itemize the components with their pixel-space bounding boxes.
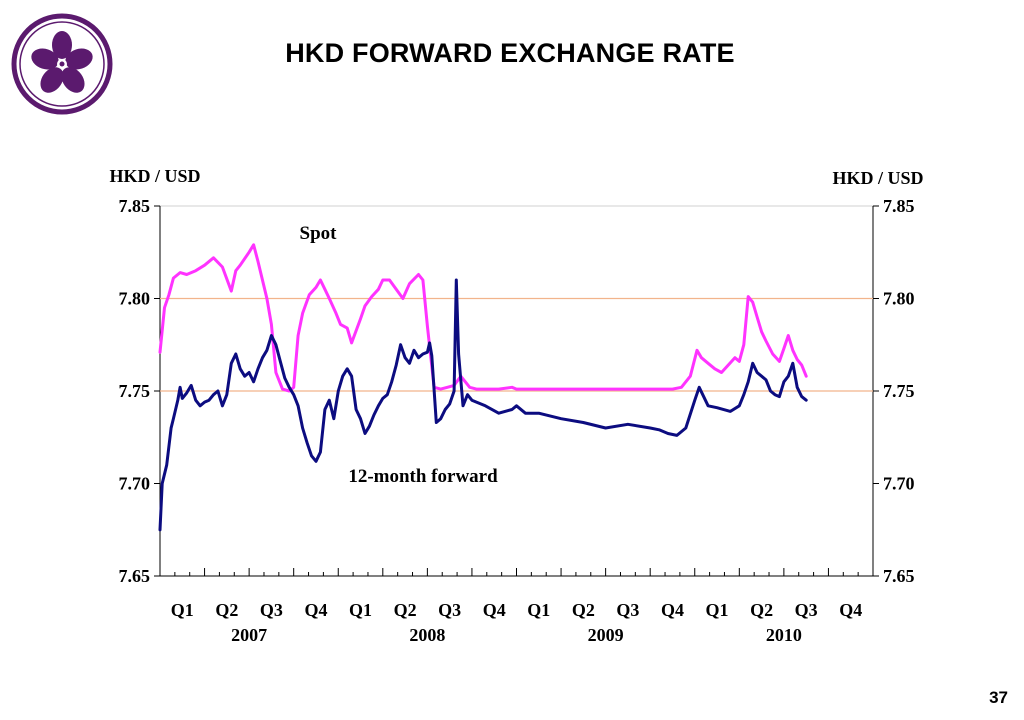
y-tick-label-left: 7.65: [119, 566, 151, 586]
spot-series-label: Spot: [300, 223, 338, 244]
y-tick-label-left: 7.70: [119, 474, 151, 494]
logo: [10, 12, 114, 116]
y-axis-label-left: HKD / USD: [109, 166, 200, 186]
quarter-label: Q2: [750, 600, 773, 620]
quarter-label: Q3: [260, 600, 283, 620]
quarter-label: Q4: [304, 600, 327, 620]
year-label: 2010: [766, 625, 802, 645]
y-tick-label-right: 7.75: [883, 381, 915, 401]
y-tick-label-left: 7.80: [119, 289, 151, 309]
year-label: 2009: [588, 625, 624, 645]
quarter-label: Q3: [438, 600, 461, 620]
quarter-label: Q1: [171, 600, 194, 620]
y-tick-label-left: 7.75: [119, 381, 151, 401]
page-number: 37: [989, 688, 1008, 707]
forward-series-line: [158, 278, 808, 532]
quarter-label: Q1: [349, 600, 372, 620]
y-tick-label-right: 7.70: [883, 474, 915, 494]
year-label: 2007: [231, 625, 267, 645]
quarter-label: Q1: [527, 600, 550, 620]
quarter-label: Q2: [215, 600, 238, 620]
quarter-label: Q4: [661, 600, 684, 620]
year-label: 2008: [409, 625, 445, 645]
y-tick-label-right: 7.85: [883, 196, 915, 216]
forward-series-label: 12-month forward: [348, 466, 498, 487]
quarter-label: Q2: [394, 600, 417, 620]
quarter-label: Q2: [572, 600, 595, 620]
quarter-label: Q3: [795, 600, 818, 620]
quarter-label: Q4: [839, 600, 862, 620]
y-axis-label-right: HKD / USD: [832, 168, 923, 188]
y-tick-label-right: 7.65: [883, 566, 915, 586]
quarter-label: Q1: [706, 600, 729, 620]
y-tick-label-left: 7.85: [119, 196, 151, 216]
quarter-label: Q3: [616, 600, 639, 620]
page-title: HKD FORWARD EXCHANGE RATE: [285, 38, 735, 68]
quarter-label: Q4: [483, 600, 506, 620]
y-tick-label-right: 7.80: [883, 289, 915, 309]
bauhinia-flower-icon: [11, 13, 113, 115]
